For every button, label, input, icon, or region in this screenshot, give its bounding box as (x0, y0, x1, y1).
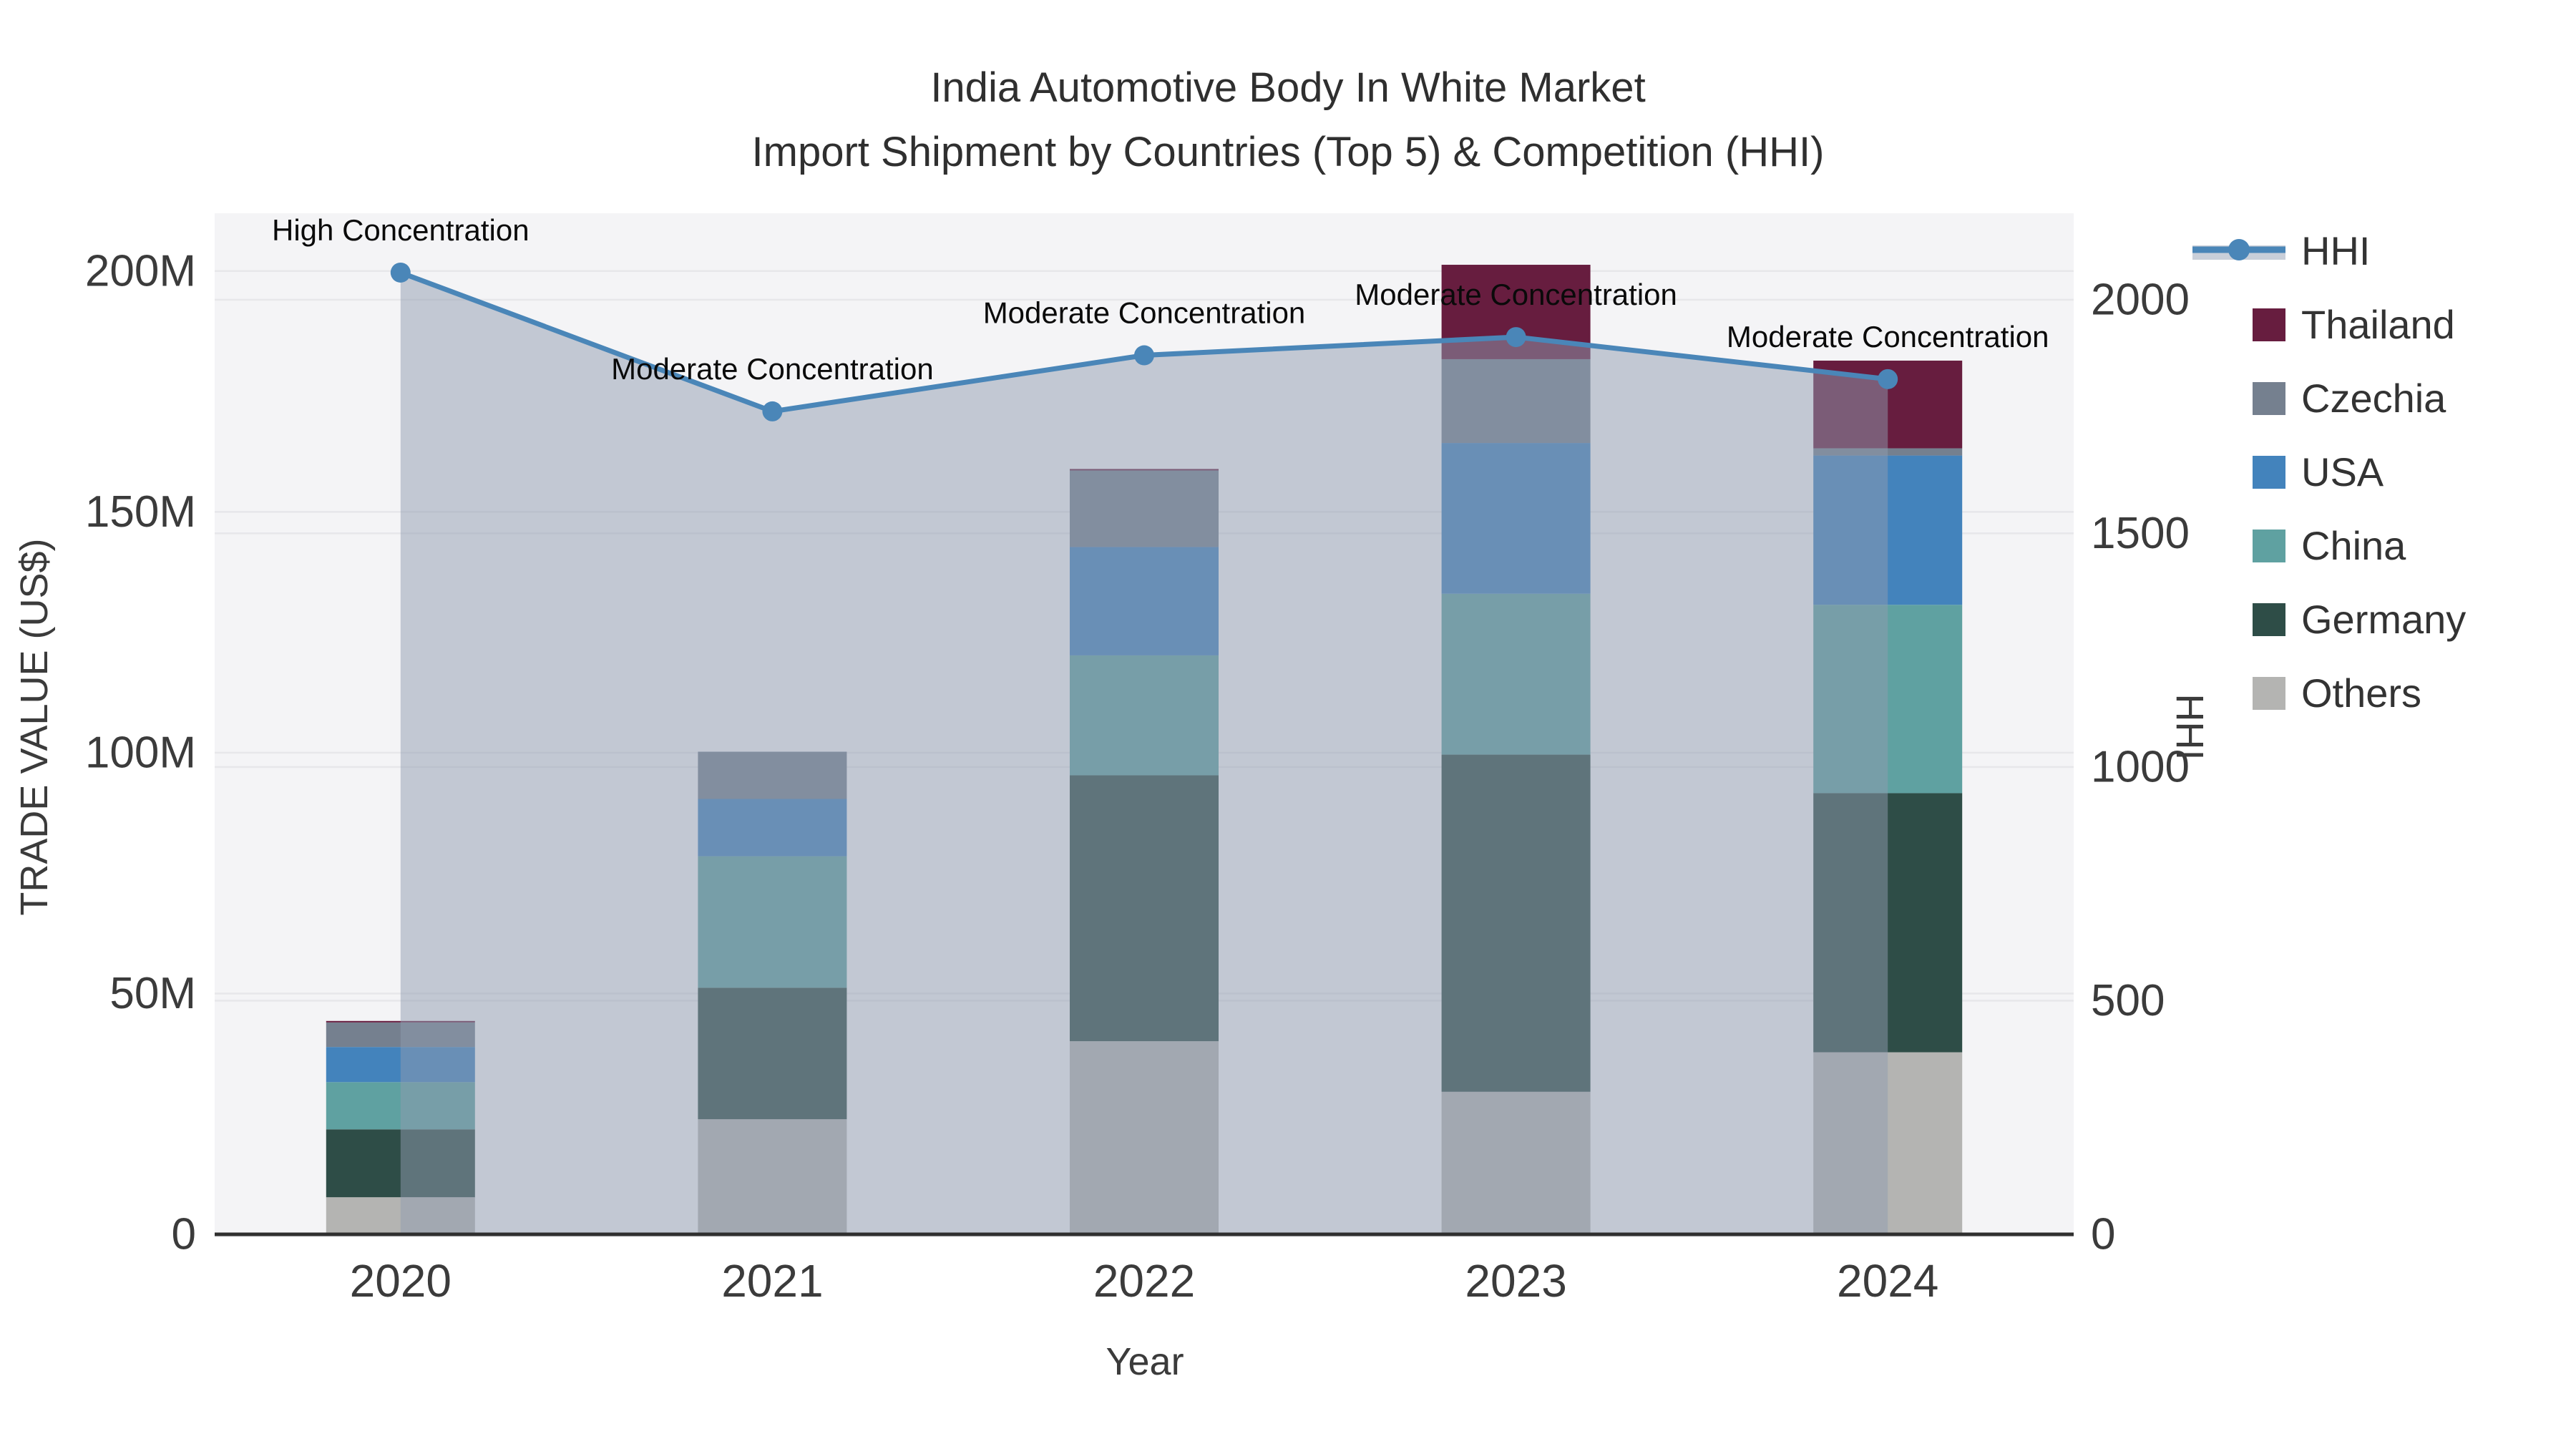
chart-title: India Automotive Body In White Market Im… (0, 56, 2576, 185)
annotation-label: Moderate Concentration (611, 352, 934, 386)
annotation-label: Moderate Concentration (983, 296, 1306, 330)
legend-label: HHI (2301, 228, 2371, 273)
x-tick-label: 2021 (721, 1255, 823, 1307)
hhi-marker-2020 (390, 262, 411, 283)
chart-title-line1: India Automotive Body In White Market (930, 64, 1646, 111)
legend-label: Germany (2301, 597, 2467, 642)
x-tick-label: 2023 (1465, 1255, 1566, 1307)
x-axis-title: Year (1106, 1340, 1184, 1383)
annotation-label: High Concentration (272, 213, 530, 247)
legend-item-usa[interactable]: USA (2253, 449, 2466, 495)
legend-item-others[interactable]: Others (2253, 670, 2466, 716)
legend-swatch-usa (2253, 455, 2285, 489)
y-left-tick-label: 0 (172, 1210, 196, 1259)
y-right-tick-label: 500 (2091, 976, 2165, 1025)
legend-label: Thailand (2301, 302, 2455, 347)
y-left-tick-label: 100M (85, 728, 196, 777)
legend-swatch-germany (2253, 602, 2285, 636)
annotation-label: Moderate Concentration (1355, 278, 1677, 311)
x-tick-label: 2024 (1837, 1255, 1938, 1307)
legend-item-czechia[interactable]: Czechia (2253, 375, 2466, 421)
y-right-tick-label: 1500 (2091, 509, 2190, 558)
hhi-area-fill (400, 272, 1888, 1234)
legend: HHI Thailand Czechia USA China Germany Others (2192, 228, 2466, 716)
hhi-marker-2021 (762, 401, 783, 421)
y-right-tick-label: 0 (2091, 1210, 2115, 1259)
hhi-legend-glyph (2192, 238, 2285, 260)
x-tick-label: 2020 (350, 1255, 452, 1307)
legend-swatch-china (2253, 529, 2285, 562)
y-right-tick-label: 2000 (2091, 275, 2190, 324)
y-left-tick-label: 200M (85, 246, 196, 296)
legend-item-germany[interactable]: Germany (2253, 596, 2466, 643)
hhi-marker-2024 (1878, 369, 1898, 389)
y-left-tick-label: 150M (85, 487, 196, 537)
legend-swatch-thailand (2253, 308, 2285, 341)
legend-item-china[interactable]: China (2253, 522, 2466, 569)
chart-title-line2: Import Shipment by Countries (Top 5) & C… (751, 128, 1825, 175)
annotation-label: Moderate Concentration (1727, 320, 2049, 353)
y-right-tick-label: 1000 (2091, 742, 2190, 791)
legend-label: Others (2301, 670, 2422, 716)
legend-item-hhi[interactable]: HHI (2192, 228, 2466, 274)
legend-label: China (2301, 523, 2406, 568)
legend-label: USA (2301, 449, 2384, 494)
x-tick-label: 2022 (1093, 1255, 1195, 1307)
legend-swatch-others (2253, 676, 2285, 710)
hhi-marker-2022 (1134, 345, 1154, 366)
hhi-marker-2023 (1506, 327, 1526, 348)
legend-label: Czechia (2301, 376, 2446, 421)
legend-swatch-czechia (2253, 381, 2285, 415)
legend-item-thailand[interactable]: Thailand (2253, 301, 2466, 348)
y-left-tick-label: 50M (109, 969, 196, 1018)
